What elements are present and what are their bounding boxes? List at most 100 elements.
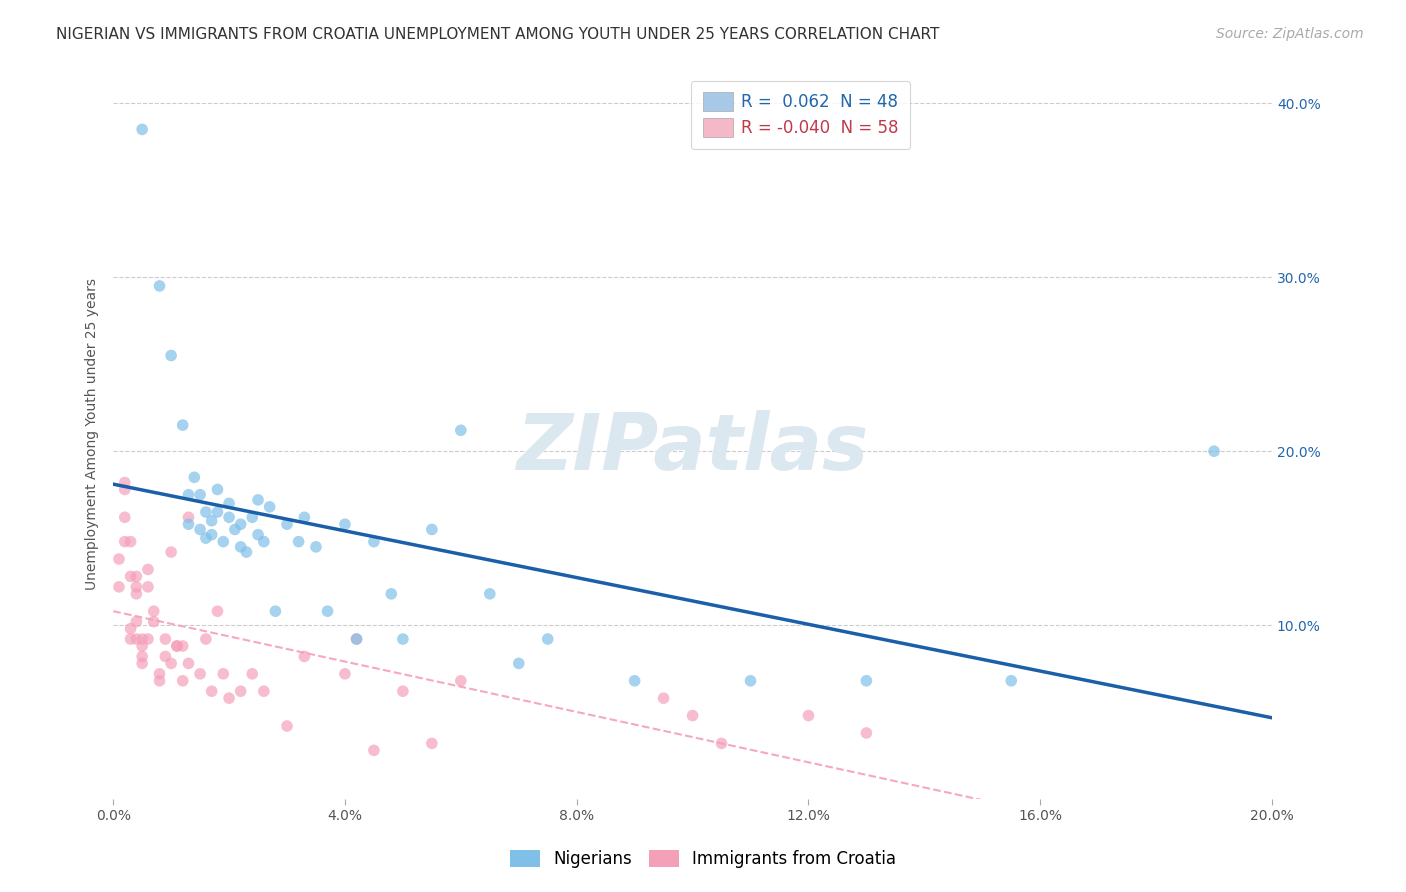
Point <box>131 632 153 646</box>
Point <box>478 587 501 601</box>
Point <box>218 510 240 524</box>
Point <box>125 615 148 629</box>
Point <box>136 580 159 594</box>
Point <box>194 531 217 545</box>
Point <box>363 534 385 549</box>
Point <box>212 534 235 549</box>
Point <box>392 632 415 646</box>
Point <box>166 639 188 653</box>
Point <box>172 418 194 433</box>
Point <box>136 632 159 646</box>
Point <box>142 615 165 629</box>
Point <box>148 666 170 681</box>
Point <box>120 534 142 549</box>
Point <box>276 719 298 733</box>
Point <box>710 736 733 750</box>
Point <box>120 632 142 646</box>
Point <box>508 657 530 671</box>
Point <box>194 632 217 646</box>
Point <box>125 587 148 601</box>
Point <box>380 587 402 601</box>
Point <box>207 604 229 618</box>
Point <box>131 122 153 136</box>
Point <box>450 673 472 688</box>
Point <box>259 500 281 514</box>
Point <box>160 349 183 363</box>
Point <box>292 510 315 524</box>
Point <box>420 523 443 537</box>
Point <box>108 552 131 566</box>
Point <box>346 632 368 646</box>
Point <box>125 632 148 646</box>
Point <box>346 632 368 646</box>
Point <box>264 604 287 618</box>
Point <box>316 604 339 618</box>
Point <box>201 514 224 528</box>
Point <box>797 708 820 723</box>
Point <box>177 488 200 502</box>
Point <box>1000 673 1022 688</box>
Point <box>392 684 415 698</box>
Point <box>155 632 177 646</box>
Point <box>363 743 385 757</box>
Point <box>207 483 229 497</box>
Point <box>131 649 153 664</box>
Point <box>450 423 472 437</box>
Point <box>207 505 229 519</box>
Point <box>537 632 560 646</box>
Point <box>229 540 252 554</box>
Point <box>855 673 877 688</box>
Point <box>218 691 240 706</box>
Point <box>188 488 211 502</box>
Point <box>218 496 240 510</box>
Point <box>114 510 136 524</box>
Text: Source: ZipAtlas.com: Source: ZipAtlas.com <box>1216 27 1364 41</box>
Point <box>652 691 675 706</box>
Point <box>287 534 309 549</box>
Point <box>155 649 177 664</box>
Point <box>201 527 224 541</box>
Point <box>148 279 170 293</box>
Point <box>120 622 142 636</box>
Point <box>292 649 315 664</box>
Point <box>240 666 263 681</box>
Point <box>212 666 235 681</box>
Point <box>855 726 877 740</box>
Point <box>114 483 136 497</box>
Point <box>240 510 263 524</box>
Point <box>131 639 153 653</box>
Point <box>125 580 148 594</box>
Y-axis label: Unemployment Among Youth under 25 years: Unemployment Among Youth under 25 years <box>86 277 100 590</box>
Point <box>253 684 276 698</box>
Point <box>1202 444 1225 458</box>
Point <box>276 517 298 532</box>
Point <box>235 545 257 559</box>
Point <box>188 523 211 537</box>
Point <box>420 736 443 750</box>
Legend: R =  0.062  N = 48, R = -0.040  N = 58: R = 0.062 N = 48, R = -0.040 N = 58 <box>690 80 910 149</box>
Point <box>188 666 211 681</box>
Point <box>229 517 252 532</box>
Text: NIGERIAN VS IMMIGRANTS FROM CROATIA UNEMPLOYMENT AMONG YOUTH UNDER 25 YEARS CORR: NIGERIAN VS IMMIGRANTS FROM CROATIA UNEM… <box>56 27 939 42</box>
Point <box>740 673 762 688</box>
Point <box>224 523 246 537</box>
Point <box>247 527 270 541</box>
Point <box>177 510 200 524</box>
Point <box>160 545 183 559</box>
Point <box>125 569 148 583</box>
Point <box>108 580 131 594</box>
Point <box>183 470 205 484</box>
Point <box>114 475 136 490</box>
Legend: Nigerians, Immigrants from Croatia: Nigerians, Immigrants from Croatia <box>503 843 903 875</box>
Point <box>247 492 270 507</box>
Point <box>333 517 356 532</box>
Point <box>682 708 704 723</box>
Point <box>229 684 252 698</box>
Point <box>148 673 170 688</box>
Point <box>166 639 188 653</box>
Point <box>623 673 645 688</box>
Point <box>194 505 217 519</box>
Point <box>305 540 328 554</box>
Point <box>172 673 194 688</box>
Point <box>177 517 200 532</box>
